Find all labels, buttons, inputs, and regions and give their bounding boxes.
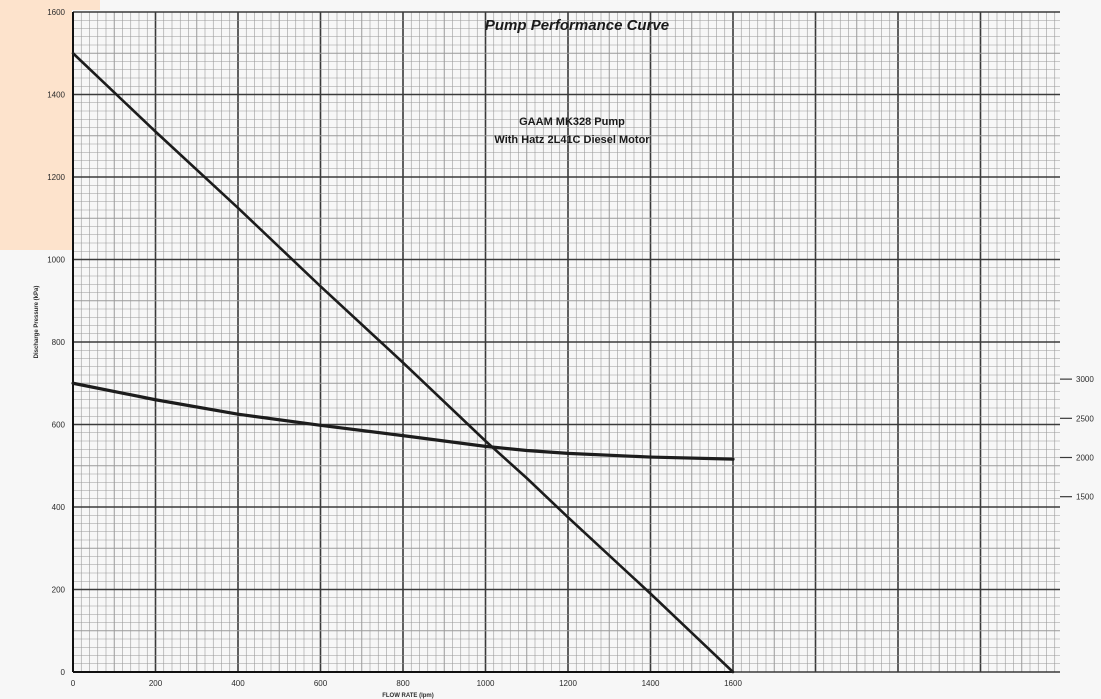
series-line-2 bbox=[71, 381, 735, 461]
grid-lines bbox=[72, 11, 1060, 673]
x-tick-label: 600 bbox=[314, 679, 328, 688]
y-tick-label: 1200 bbox=[47, 173, 65, 182]
right-tick-label: 1500 bbox=[1076, 493, 1094, 502]
y-tick-label: 1000 bbox=[47, 256, 65, 265]
x-tick-label: 1600 bbox=[724, 679, 742, 688]
x-tick-labels: 0 200 400 600 800 1000 1200 1400 1600 bbox=[71, 679, 743, 688]
chart-subtitle-line: GAAM MK328 Pump bbox=[519, 116, 625, 128]
x-axis-label: FLOW RATE (lpm) bbox=[382, 693, 434, 699]
x-tick-label: 400 bbox=[231, 679, 245, 688]
series-line-1 bbox=[71, 51, 735, 674]
y-tick-labels: 0 200 400 600 800 1000 1200 1400 1600 bbox=[47, 8, 65, 677]
right-tick-label: 2000 bbox=[1076, 454, 1094, 463]
right-tick-labels: 3000 2500 2000 1500 bbox=[1060, 375, 1094, 502]
y-tick-label: 600 bbox=[52, 421, 66, 430]
x-tick-label: 0 bbox=[71, 679, 76, 688]
x-tick-label: 200 bbox=[149, 679, 163, 688]
corner-tint-top bbox=[0, 0, 72, 250]
chart-subtitle-line: With Hatz 2L41C Diesel Motor bbox=[494, 134, 650, 146]
y-tick-label: 200 bbox=[52, 586, 66, 595]
chart-title: Pump Performance Curve bbox=[485, 17, 669, 34]
x-tick-label: 1200 bbox=[559, 679, 577, 688]
y-tick-label: 800 bbox=[52, 338, 66, 347]
y-tick-label: 1600 bbox=[47, 8, 65, 17]
x-tick-label: 1400 bbox=[642, 679, 660, 688]
x-tick-label: 1000 bbox=[477, 679, 495, 688]
corner-tint-top-strip bbox=[0, 0, 100, 10]
y-tick-label: 1400 bbox=[47, 91, 65, 100]
right-tick-label: 3000 bbox=[1076, 375, 1094, 384]
x-tick-label: 800 bbox=[396, 679, 410, 688]
right-tick-label: 2500 bbox=[1076, 414, 1094, 423]
y-tick-label: 400 bbox=[52, 503, 66, 512]
y-tick-label: 0 bbox=[61, 668, 66, 677]
y-axis-label: Discharge Pressure (kPa) bbox=[34, 286, 40, 359]
